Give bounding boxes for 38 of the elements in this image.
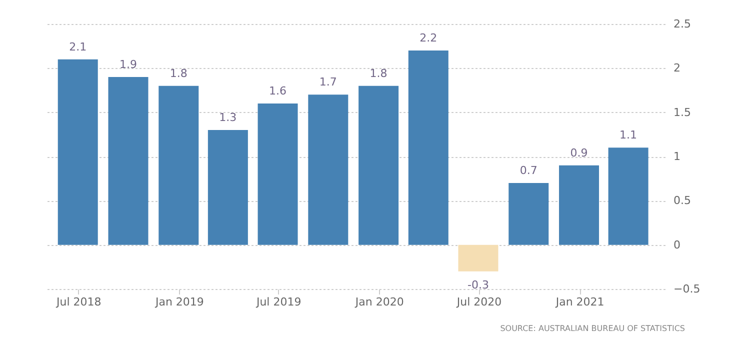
source-note: SOURCE: AUSTRALIAN BUREAU OF STATISTICS — [500, 324, 685, 333]
bar — [158, 86, 199, 245]
bar — [208, 130, 248, 245]
data-label: 1.1 — [620, 128, 638, 142]
data-label: 1.8 — [370, 66, 388, 80]
bar — [508, 183, 549, 245]
bar — [358, 86, 399, 245]
bar — [258, 104, 298, 245]
data-label: 0.7 — [520, 164, 538, 177]
x-tick-label: Jan 2019 — [154, 296, 204, 308]
y-tick-label: 1 — [674, 150, 680, 163]
y-tick-label: 2.5 — [674, 18, 691, 30]
bar — [608, 148, 648, 245]
x-tick-label: Jul 2020 — [456, 296, 502, 308]
data-label: 0.9 — [570, 146, 588, 160]
bar — [308, 94, 348, 245]
data-label: 1.9 — [120, 58, 137, 71]
data-label: 2.2 — [420, 32, 438, 44]
y-tick-label: 2 — [674, 62, 680, 75]
x-tick-label: Jan 2021 — [554, 296, 604, 308]
bar — [458, 244, 498, 272]
data-label: 1.7 — [319, 76, 337, 89]
data-label: 2.1 — [69, 40, 87, 54]
x-tick-label: Jan 2020 — [354, 296, 404, 308]
x-tick-label: Jul 2019 — [255, 296, 302, 308]
y-tick-label: 0.5 — [674, 194, 691, 208]
y-tick-label: −0.5 — [674, 282, 700, 296]
bar — [408, 50, 448, 245]
data-label: -0.3 — [468, 278, 489, 292]
y-tick-label: 1.5 — [674, 106, 691, 119]
bar — [559, 165, 600, 245]
y-tick-label: 0 — [674, 238, 680, 252]
x-tick-label: Jul 2018 — [56, 296, 102, 308]
bar — [58, 59, 98, 245]
bar — [108, 77, 148, 245]
data-label: 1.8 — [170, 66, 188, 80]
data-label: 1.3 — [219, 111, 237, 124]
data-label: 1.6 — [269, 84, 287, 98]
